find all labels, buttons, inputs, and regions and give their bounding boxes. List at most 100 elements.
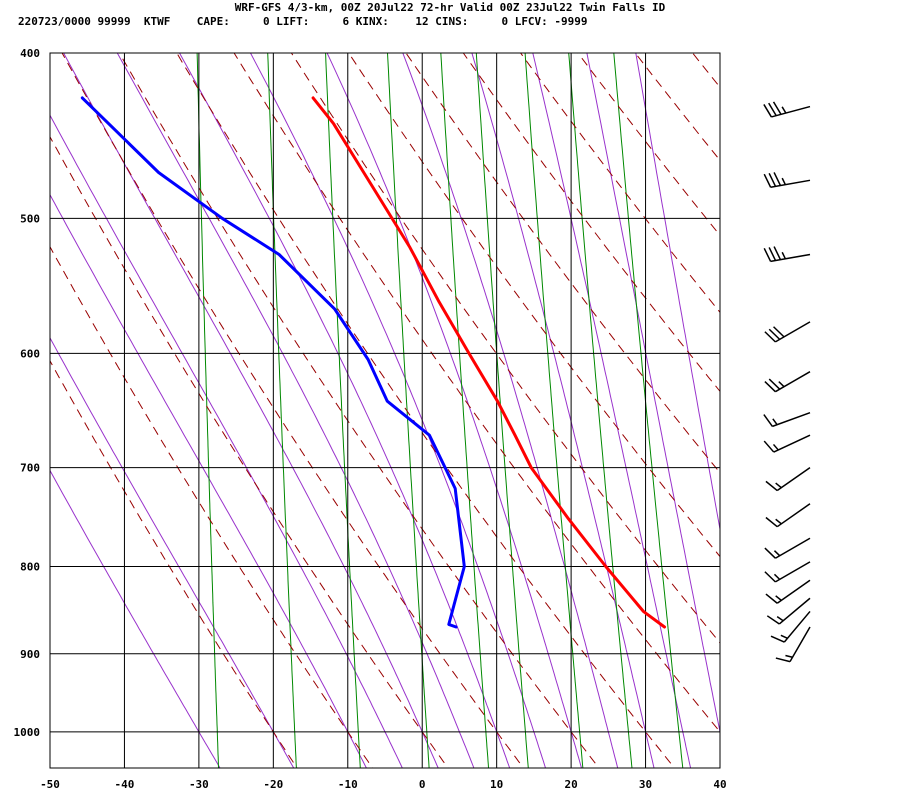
isobar-isotherm-grid [50,52,720,768]
wind-barb-shaft [776,579,811,604]
plot-border [49,52,721,769]
wind-barb [763,411,811,428]
wind-barb-feather [764,331,776,343]
wind-barb [763,172,811,189]
wind-barb-feather [768,328,781,340]
wind-barb-half-feather [785,654,793,659]
wind-barb [765,579,811,604]
temperature-profile-line [311,96,666,629]
mixing-ratio-line [386,53,430,768]
wind-barb-shaft [771,105,811,118]
y-tick-label: 700 [20,462,40,475]
wind-barb [764,371,811,393]
wind-barb [766,597,811,625]
wind-barb-half-feather [778,381,785,388]
mixing-ratio-line [196,53,220,768]
wind-barb [763,101,811,118]
x-tick-label: 0 [419,778,426,791]
wind-barb-feather [765,593,778,604]
x-tick-label: -10 [338,778,358,791]
x-tick-label: 40 [713,778,726,791]
moist-adiabat-line [635,53,720,532]
wind-barb [765,503,811,528]
dry-adiabat-line [176,53,676,768]
dry-adiabat-line [462,53,720,393]
wind-barb-half-feather [781,177,787,185]
y-tick-label: 900 [20,648,40,661]
y-axis-tick-labels: 400 500 600 700 800 900 1000 [14,47,41,739]
dry-adiabat-line [519,53,720,314]
dry-adiabat-line [719,15,900,775]
moist-adiabat-line [50,193,367,768]
wind-barb-half-feather [775,595,782,601]
dry-adiabat-line [405,53,720,474]
dry-adiabat-line [348,53,720,558]
dry-adiabat-line [118,53,600,768]
plot-frame [49,52,721,769]
dewpoint-profile-line [80,96,466,629]
mixing-ratio-line [440,53,490,768]
mixing-ratio-line [613,53,684,768]
wind-barb-half-feather [781,251,787,260]
wind-barb [764,321,811,343]
wind-barb-shaft [778,597,811,625]
wind-barb-shaft [783,610,811,643]
wind-barb-feather [765,480,778,492]
x-tick-label: 20 [564,778,577,791]
y-tick-label: 600 [20,347,40,360]
wind-barb-half-feather [772,418,778,426]
wind-barb-half-feather [780,634,788,639]
wind-barb-feather [768,172,777,187]
moist-adiabat-line [50,114,403,768]
x-tick-label: -40 [115,778,135,791]
wind-barb-half-feather [772,443,779,451]
wind-barb-feather [773,326,785,338]
wind-barb-feather [768,102,777,117]
wind-barb-feather [764,571,776,583]
wind-barb-shaft [773,434,811,453]
wind-barb-shaft [789,626,811,662]
x-axis-tick-labels: -50 -40 -30 -20 -10 0 10 20 30 40 [40,778,727,791]
wind-barb-shaft [772,411,811,428]
wind-barb-half-feather [773,573,781,580]
wind-barb-shaft [774,371,811,393]
wind-barb-shaft [770,179,811,189]
dry-adiabat-line [50,135,449,768]
wind-barb-shaft [770,253,811,263]
wind-barb-feather [773,246,782,261]
wind-barb-shaft [774,561,811,583]
x-tick-label: 30 [639,778,652,791]
dry-adiabats [50,15,900,775]
moist-adiabat-line [50,469,221,768]
wind-barb-half-feather [776,616,784,622]
dry-adiabat-line [233,53,720,733]
wind-barb-shaft [774,537,811,559]
wind-barb-feather [763,173,772,188]
wind-barb-feather [773,172,782,186]
y-tick-label: 800 [20,561,40,574]
wind-barb [763,434,811,453]
x-tick-label: -30 [189,778,209,791]
moist-adiabat-line [63,53,439,768]
mixing-ratio-line [475,53,529,768]
wind-barb-feather [763,440,775,453]
dry-adiabat-line [50,359,298,768]
chart-title: WRF-GFS 4/3-km, 00Z 20Jul22 72-hr Valid … [234,1,666,14]
moist-adiabat-line [471,53,655,768]
wind-barb [765,466,811,492]
dry-adiabat-line [50,245,374,768]
moist-adiabat-line [402,53,619,768]
x-tick-label: -50 [40,778,60,791]
wind-barb-shaft [776,466,811,492]
y-tick-label: 400 [20,47,40,60]
wind-barb-shaft [776,503,811,528]
wind-barb [764,561,811,583]
moist-adiabat-line [178,53,511,768]
mixing-ratio-line [325,53,361,768]
mixing-ratio-line [568,53,633,768]
x-tick-label: 10 [490,778,503,791]
moist-adiabat-line [586,53,720,735]
mixing-ratio-lines [196,53,684,768]
wind-barb-feather [772,101,782,115]
